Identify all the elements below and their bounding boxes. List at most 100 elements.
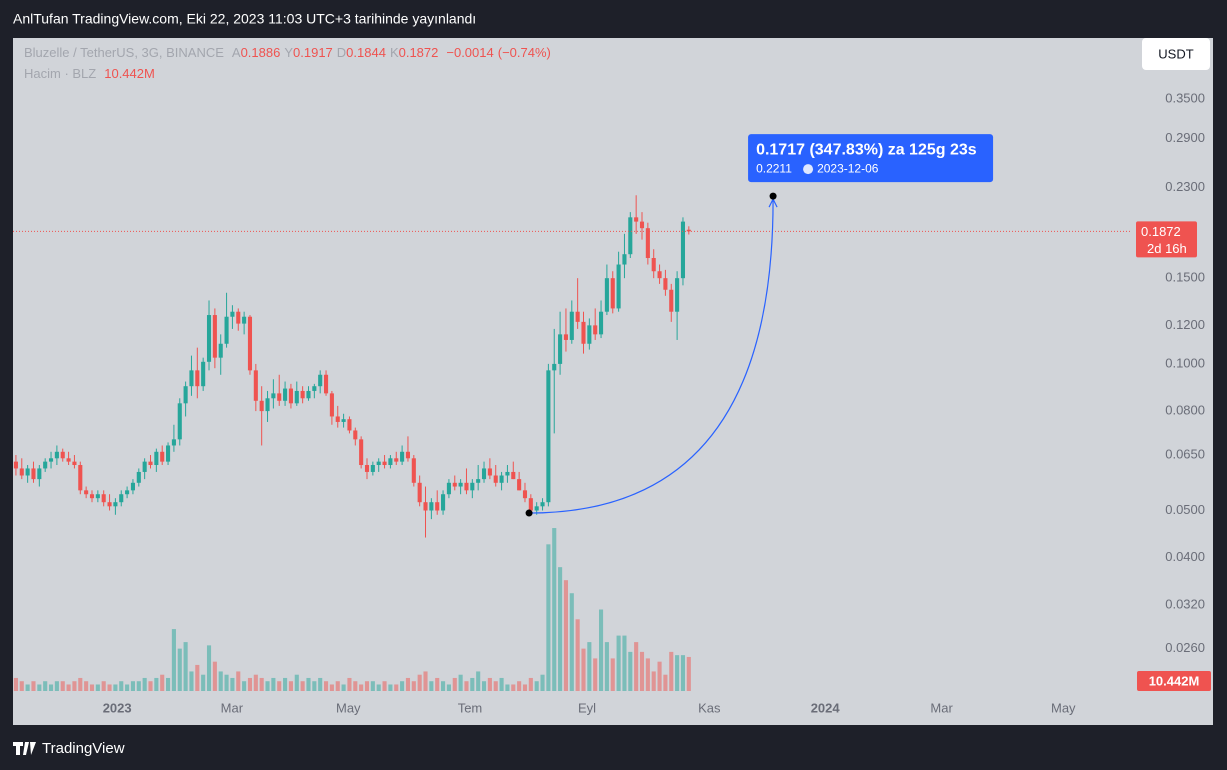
volume-bar xyxy=(458,674,463,691)
ohlc-value: 0.1872 xyxy=(399,45,439,60)
candle-body xyxy=(604,278,609,312)
candle-body xyxy=(54,451,59,459)
volume-bar xyxy=(593,658,598,691)
candle-body xyxy=(177,403,182,440)
volume-bar xyxy=(376,684,381,691)
candle-body xyxy=(230,311,235,317)
x-tick-label: Mar xyxy=(930,700,953,715)
candle-body xyxy=(171,439,176,446)
candle-body xyxy=(651,258,656,272)
volume-bar xyxy=(78,677,83,691)
ohlc-key: D xyxy=(337,45,346,60)
candle-body xyxy=(335,416,340,422)
volume-bar xyxy=(294,674,299,691)
volume-bar xyxy=(212,661,217,691)
candle-body xyxy=(31,468,36,480)
volume-bar xyxy=(201,674,206,691)
candle-body xyxy=(493,475,498,483)
volume-bar xyxy=(265,681,270,691)
candle-body xyxy=(446,482,451,495)
candle-body xyxy=(25,468,30,476)
candle-body xyxy=(435,502,440,511)
volume-bar xyxy=(37,684,42,691)
candle-body xyxy=(323,374,329,394)
candle-body xyxy=(166,445,171,462)
candle-body xyxy=(212,315,217,358)
currency-button[interactable]: USDT xyxy=(1142,38,1210,70)
candle-body xyxy=(675,278,680,312)
candle-body xyxy=(341,419,346,422)
candle-body xyxy=(72,461,77,466)
candle-body xyxy=(628,217,633,255)
candle-body xyxy=(300,390,305,399)
volume-legend: Hacim · BLZ 10.442M xyxy=(24,66,155,81)
volume-bar xyxy=(60,681,65,691)
candle-body xyxy=(189,370,194,387)
volume-bar xyxy=(522,684,528,691)
projection-end xyxy=(769,192,777,200)
volume-bar xyxy=(359,684,364,691)
x-tick-label: 2023 xyxy=(103,700,132,715)
currency-label[interactable]: USDT xyxy=(1158,46,1193,61)
candle-body xyxy=(259,400,264,412)
candle-body xyxy=(517,479,522,491)
candle-body xyxy=(522,490,528,499)
y-tick-label: 0.3500 xyxy=(1165,90,1205,105)
candle-body xyxy=(43,461,48,469)
candle-body xyxy=(125,490,130,495)
candle-body xyxy=(329,393,334,417)
candle-body xyxy=(546,370,551,503)
currency-button-bg[interactable] xyxy=(1142,38,1210,70)
volume-bar xyxy=(54,681,59,691)
candle-body xyxy=(382,461,387,466)
volume-bar xyxy=(101,681,106,691)
candle-body xyxy=(645,228,650,259)
volume-bar xyxy=(283,677,288,691)
volume-bar xyxy=(148,681,153,691)
candle-body xyxy=(95,494,100,499)
volume-bar xyxy=(113,684,118,691)
countdown-label: 2d 16h xyxy=(1147,241,1187,256)
volume-bar xyxy=(107,684,112,691)
candle-body xyxy=(400,451,405,462)
footer-brand: TradingView xyxy=(42,740,125,757)
volume-bar xyxy=(230,677,235,691)
candle-body xyxy=(312,386,317,391)
volume-bar xyxy=(528,677,533,691)
volume-bar xyxy=(546,544,551,691)
volume-bar xyxy=(657,661,662,691)
volume-bar xyxy=(154,677,159,691)
candle-body xyxy=(347,419,352,431)
volume-bar xyxy=(394,684,399,691)
candle-body xyxy=(376,461,381,466)
ohlc-value: 0.1917 xyxy=(293,45,333,60)
volume-bar xyxy=(318,677,323,691)
volume-bar xyxy=(259,677,264,691)
projection-curve xyxy=(529,200,774,514)
projection-date: 2023-12-06 xyxy=(817,161,879,175)
candle-body xyxy=(634,217,639,222)
volume-bar xyxy=(306,677,311,691)
candle-body xyxy=(481,468,487,480)
candle-body xyxy=(318,374,323,387)
volume-bar xyxy=(247,677,253,691)
volume-bar xyxy=(423,671,428,691)
volume-bar xyxy=(452,677,457,691)
candle-body xyxy=(394,458,399,462)
candle-body xyxy=(130,482,135,491)
candle-body xyxy=(107,502,112,507)
legend-row: Bluzelle / TetherUS, 3G, BINANCE A0.1886 Y… xyxy=(24,45,551,60)
candle-body xyxy=(19,468,24,476)
candle-body xyxy=(411,458,416,483)
volume-bar xyxy=(552,528,557,691)
candle-body xyxy=(283,388,288,401)
candle-body xyxy=(405,451,411,459)
x-tick-label: Eyl xyxy=(578,700,596,715)
candle-body xyxy=(253,370,258,401)
volume-bar xyxy=(388,684,393,691)
candle-body xyxy=(639,221,645,229)
candle-body xyxy=(271,393,276,399)
y-tick-label: 0.0320 xyxy=(1165,596,1205,611)
candle-body xyxy=(599,311,604,335)
publish-title: AnlTufan TradingView.com, Eki 22, 2023 1… xyxy=(13,11,476,27)
